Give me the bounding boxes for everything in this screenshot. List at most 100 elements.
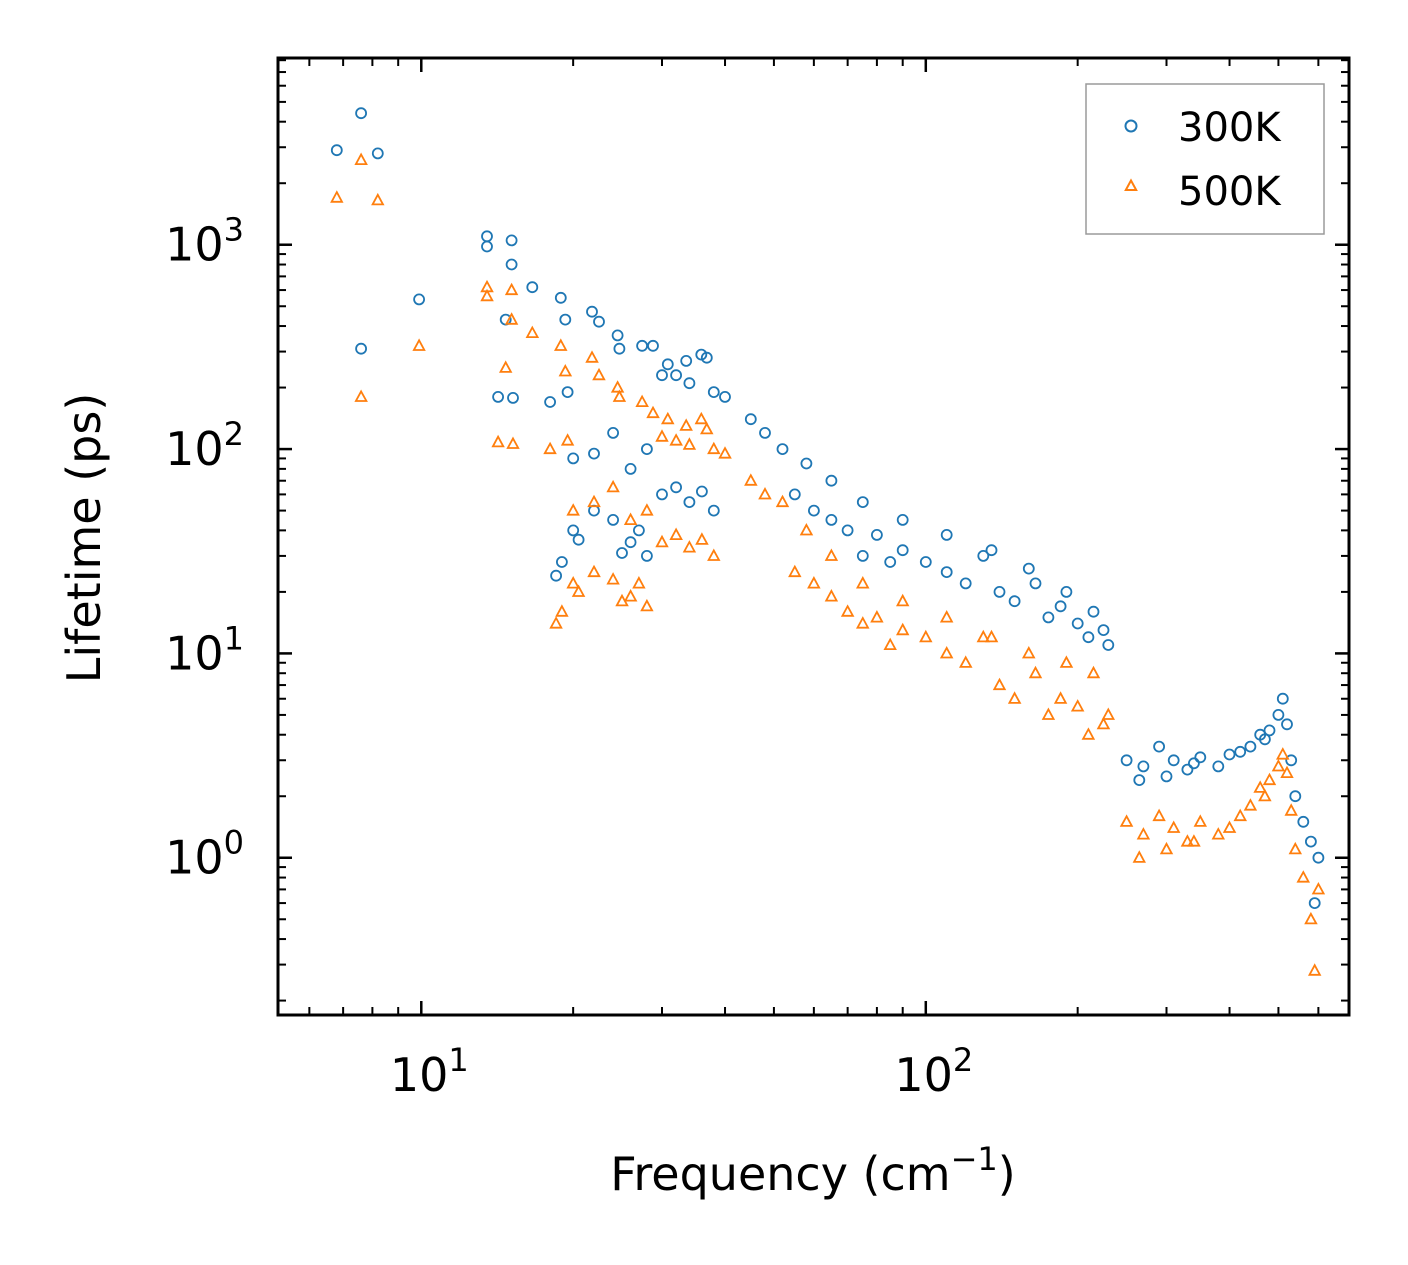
data-point-500k — [606, 572, 620, 585]
data-point-500k — [1136, 827, 1151, 840]
data-point-300k — [896, 514, 909, 526]
data-point-500k — [939, 610, 954, 623]
data-point-500k — [560, 433, 575, 446]
tick-label-exponent: 1 — [224, 619, 244, 657]
tick-label-exponent: 2 — [953, 1041, 973, 1079]
data-point-300k — [586, 305, 598, 318]
data-point-300k — [371, 147, 384, 160]
data-point-300k — [1272, 709, 1285, 721]
x-tick-label: 101 — [390, 1041, 469, 1102]
data-point-500k — [1007, 691, 1022, 704]
x-axis-title-suffix: ) — [998, 1147, 1016, 1201]
data-point-500k — [506, 436, 520, 449]
data-point-300k — [526, 281, 539, 294]
data-point-500k — [553, 338, 568, 351]
data-point-500k — [1253, 780, 1267, 793]
data-point-500k — [682, 437, 697, 450]
data-point-300k — [696, 485, 708, 498]
data-point-500k — [824, 588, 839, 602]
data-point-300k — [1308, 897, 1321, 909]
data-point-300k — [683, 377, 696, 390]
data-point-300k — [1194, 751, 1207, 764]
data-point-300k — [680, 354, 693, 367]
data-point-300k — [1289, 790, 1302, 803]
data-point-300k — [1054, 600, 1067, 613]
data-point-500k — [1233, 808, 1248, 822]
data-point-500k — [1101, 707, 1116, 720]
data-point-500k — [354, 152, 368, 166]
data-point-300k — [825, 514, 838, 526]
data-point-500k — [1311, 882, 1326, 895]
data-point-500k — [1180, 834, 1195, 847]
data-point-500k — [635, 394, 649, 408]
data-point-500k — [1275, 747, 1290, 760]
data-point-300k — [1008, 595, 1021, 608]
data-point-500k — [623, 589, 638, 602]
data-point-300k — [808, 504, 820, 517]
data-point-500k — [883, 637, 897, 650]
data-point-300k — [1060, 586, 1073, 598]
data-point-300k — [985, 544, 998, 557]
data-point-500k — [1258, 788, 1272, 802]
data-point-500k — [1028, 665, 1043, 679]
data-point-500k — [566, 503, 580, 516]
data-point-300k — [1244, 740, 1257, 753]
tick-label-exponent: 2 — [224, 415, 244, 453]
data-point-500k — [1081, 727, 1096, 740]
data-point-500k — [504, 282, 519, 296]
y-tick-label: 101 — [165, 619, 244, 680]
data-point-500k — [1132, 850, 1147, 863]
data-point-500k — [571, 584, 586, 597]
data-point-500k — [824, 548, 839, 561]
data-point-500k — [1166, 820, 1181, 833]
data-point-500k — [1053, 691, 1068, 704]
x-axis-title: Frequency (cm−1) — [610, 1140, 1015, 1201]
series-500k — [330, 152, 1326, 976]
data-point-500k — [669, 433, 683, 446]
data-point-300k — [856, 550, 869, 562]
y-tick-label: 103 — [165, 211, 244, 272]
legend-label-300k: 300K — [1178, 105, 1282, 151]
data-point-300k — [788, 488, 801, 501]
data-point-500k — [1271, 759, 1286, 772]
data-point-300k — [1234, 745, 1247, 758]
data-point-300k — [1223, 748, 1236, 761]
data-point-300k — [561, 386, 574, 399]
data-point-300k — [550, 569, 562, 582]
data-point-500k — [330, 190, 344, 203]
data-point-300k — [1160, 770, 1173, 783]
data-point-300k — [1042, 611, 1055, 624]
data-point-500k — [694, 411, 709, 425]
data-point-300k — [977, 550, 990, 562]
data-point-300k — [481, 240, 493, 253]
data-point-300k — [616, 547, 628, 559]
data-point-500k — [669, 527, 683, 540]
data-point-300k — [759, 426, 771, 439]
data-point-500k — [807, 576, 821, 589]
data-point-500k — [646, 405, 660, 419]
series-300k — [330, 107, 1325, 909]
y-tick-label: 102 — [165, 415, 244, 476]
data-point-500k — [1280, 765, 1294, 778]
data-point-500k — [788, 564, 802, 578]
data-point-300k — [884, 556, 897, 568]
data-point-500k — [612, 389, 627, 402]
data-point-300k — [1212, 760, 1225, 773]
data-point-500k — [799, 523, 814, 536]
tick-label-base: 10 — [165, 831, 224, 885]
data-point-500k — [632, 575, 646, 589]
data-point-300k — [656, 369, 668, 382]
data-point-300k — [505, 258, 518, 271]
data-point-300k — [707, 386, 720, 399]
data-point-500k — [412, 338, 426, 351]
data-point-500k — [855, 616, 870, 629]
legend-marker-500k — [1124, 178, 1138, 191]
data-point-500k — [1096, 716, 1111, 730]
tick-label-exponent: 1 — [448, 1041, 468, 1079]
x-axis-title-exp: −1 — [951, 1140, 998, 1178]
data-point-300k — [567, 452, 580, 465]
data-point-500k — [1304, 911, 1318, 925]
data-point-300k — [1087, 605, 1100, 618]
data-point-500k — [744, 473, 758, 486]
